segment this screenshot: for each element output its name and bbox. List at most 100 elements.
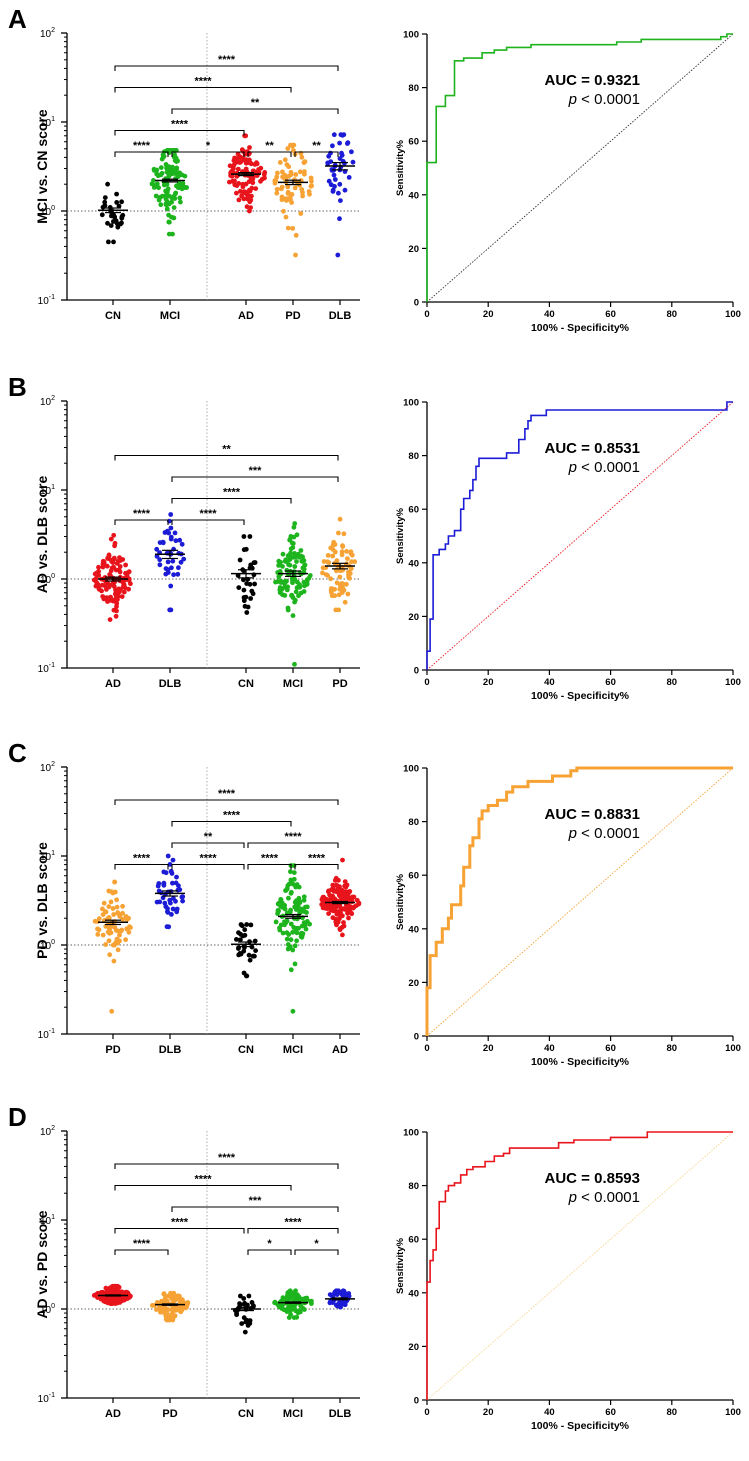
data-point xyxy=(301,897,307,903)
data-point xyxy=(169,195,175,201)
data-point xyxy=(297,182,302,188)
data-point xyxy=(164,206,170,212)
data-point xyxy=(349,898,355,903)
data-point xyxy=(280,551,286,557)
data-point xyxy=(342,1302,348,1308)
data-point xyxy=(183,1305,189,1311)
data-point xyxy=(96,585,102,591)
data-point xyxy=(123,562,128,568)
roc-x-tick-label: 40 xyxy=(544,1407,555,1418)
data-point xyxy=(91,577,97,583)
data-point xyxy=(241,577,246,583)
data-point xyxy=(285,946,291,952)
data-point xyxy=(288,1312,293,1317)
y-axis-title: MCI vs. CN score xyxy=(34,109,50,224)
data-point xyxy=(120,557,126,562)
data-point xyxy=(227,179,232,185)
group-points-DLB xyxy=(154,512,187,613)
group-points-PD xyxy=(320,516,358,613)
significance-label: **** xyxy=(308,853,326,865)
data-point xyxy=(347,904,353,909)
data-point xyxy=(294,938,299,944)
roc-y-tick-label: 40 xyxy=(408,924,419,935)
significance-bracket xyxy=(247,1227,339,1234)
data-point xyxy=(247,145,252,150)
data-point xyxy=(113,567,119,573)
data-point xyxy=(300,931,306,936)
data-point xyxy=(110,906,116,911)
data-point xyxy=(352,559,358,565)
data-point xyxy=(119,214,125,220)
roc-x-tick-label: 100 xyxy=(725,309,741,320)
data-point xyxy=(98,1290,104,1295)
data-point xyxy=(346,569,351,575)
data-point xyxy=(327,892,332,898)
data-point xyxy=(292,564,298,569)
data-point xyxy=(293,172,299,177)
data-point xyxy=(246,1293,252,1299)
data-point xyxy=(154,546,160,552)
data-point xyxy=(176,550,182,556)
data-point xyxy=(175,887,181,893)
data-point xyxy=(332,184,337,189)
data-point xyxy=(240,184,246,190)
y-tick-label: 100 xyxy=(40,1303,55,1316)
data-point xyxy=(120,910,125,916)
data-point xyxy=(301,894,307,900)
data-point xyxy=(164,924,170,930)
data-point xyxy=(285,553,291,559)
data-point xyxy=(293,589,299,595)
data-point xyxy=(298,211,304,216)
data-point xyxy=(300,1305,306,1311)
group-points-MCI xyxy=(272,1288,314,1320)
data-point xyxy=(295,903,301,909)
y-tick-label: 10-1 xyxy=(38,1392,55,1405)
data-point xyxy=(170,880,175,886)
data-point xyxy=(109,565,115,571)
significance-bracket xyxy=(171,863,245,870)
data-point xyxy=(114,601,120,606)
group-points-MCI xyxy=(273,863,312,1014)
data-point xyxy=(127,1293,133,1299)
data-point xyxy=(165,853,171,859)
data-point xyxy=(285,191,291,196)
roc-x-tick-label: 100 xyxy=(725,677,741,688)
significance-label: **** xyxy=(223,810,241,822)
data-point xyxy=(262,175,267,181)
roc-y-tick-label: 20 xyxy=(408,612,419,623)
data-point xyxy=(320,565,326,571)
data-point xyxy=(107,572,113,577)
data-point xyxy=(241,1296,247,1301)
data-point xyxy=(286,164,292,170)
data-point xyxy=(238,1293,243,1299)
data-point xyxy=(287,909,293,915)
data-point xyxy=(242,932,248,938)
data-point xyxy=(100,932,106,938)
data-point xyxy=(169,565,174,571)
data-point xyxy=(299,923,305,929)
data-point xyxy=(348,566,354,571)
data-point xyxy=(233,160,239,165)
data-point xyxy=(277,569,283,574)
x-tick-label: CN xyxy=(238,678,254,690)
data-point xyxy=(340,857,345,863)
data-point xyxy=(250,591,256,597)
data-point xyxy=(296,1308,302,1313)
roc-x-axis-title: 100% - Specificity% xyxy=(531,1056,630,1068)
data-point xyxy=(323,905,328,911)
group-points-DLB xyxy=(325,132,356,258)
significance-bracket xyxy=(171,1206,339,1212)
data-point xyxy=(159,156,165,162)
roc-x-axis-title: 100% - Specificity% xyxy=(531,1420,630,1432)
data-point xyxy=(340,544,346,549)
roc-x-tick-label: 60 xyxy=(605,1043,616,1054)
data-point xyxy=(171,572,177,578)
data-point xyxy=(296,554,302,560)
y-tick-label: 101 xyxy=(40,116,55,129)
data-point xyxy=(236,585,242,590)
data-point xyxy=(177,537,183,543)
data-point xyxy=(339,150,344,156)
data-point xyxy=(175,183,181,188)
significance-bracket xyxy=(171,476,339,482)
data-point xyxy=(114,191,119,197)
